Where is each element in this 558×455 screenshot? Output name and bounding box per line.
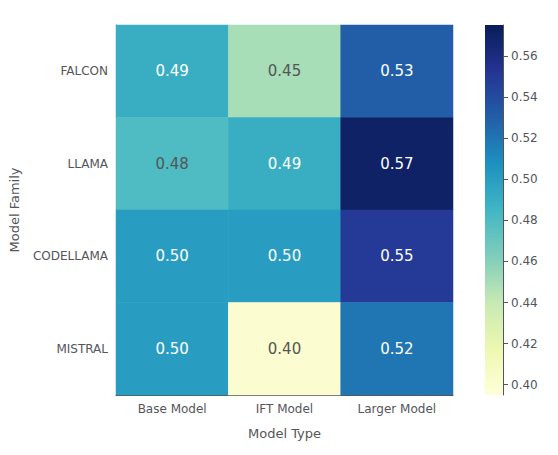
svg-text:Model Family: Model Family: [7, 167, 22, 252]
svg-text:0.56: 0.56: [511, 49, 538, 63]
svg-text:0.50: 0.50: [155, 340, 188, 358]
svg-text:LLAMA: LLAMA: [68, 157, 109, 171]
svg-text:0.40: 0.40: [268, 340, 301, 358]
svg-text:0.50: 0.50: [268, 247, 301, 265]
svg-text:0.49: 0.49: [268, 155, 301, 173]
svg-text:CODELLAMA: CODELLAMA: [33, 249, 109, 263]
svg-text:FALCON: FALCON: [61, 64, 109, 78]
svg-text:0.42: 0.42: [511, 337, 538, 351]
svg-text:0.54: 0.54: [511, 90, 538, 104]
svg-text:Base Model: Base Model: [138, 402, 207, 416]
svg-text:Larger Model: Larger Model: [358, 402, 437, 416]
svg-text:0.48: 0.48: [511, 213, 538, 227]
svg-text:0.55: 0.55: [380, 247, 413, 265]
svg-text:IFT Model: IFT Model: [256, 402, 313, 416]
svg-text:0.45: 0.45: [268, 62, 301, 80]
svg-text:MISTRAL: MISTRAL: [56, 342, 108, 356]
svg-text:0.44: 0.44: [511, 296, 538, 310]
svg-text:0.50: 0.50: [155, 247, 188, 265]
svg-text:0.50: 0.50: [511, 172, 538, 186]
svg-text:0.52: 0.52: [511, 131, 538, 145]
svg-text:0.40: 0.40: [511, 378, 538, 392]
svg-text:0.53: 0.53: [380, 62, 413, 80]
svg-text:0.48: 0.48: [155, 155, 188, 173]
svg-text:0.49: 0.49: [155, 62, 188, 80]
svg-text:0.46: 0.46: [511, 254, 538, 268]
svg-text:Model Type: Model Type: [248, 426, 321, 441]
svg-text:0.52: 0.52: [380, 340, 413, 358]
svg-text:0.57: 0.57: [380, 155, 413, 173]
